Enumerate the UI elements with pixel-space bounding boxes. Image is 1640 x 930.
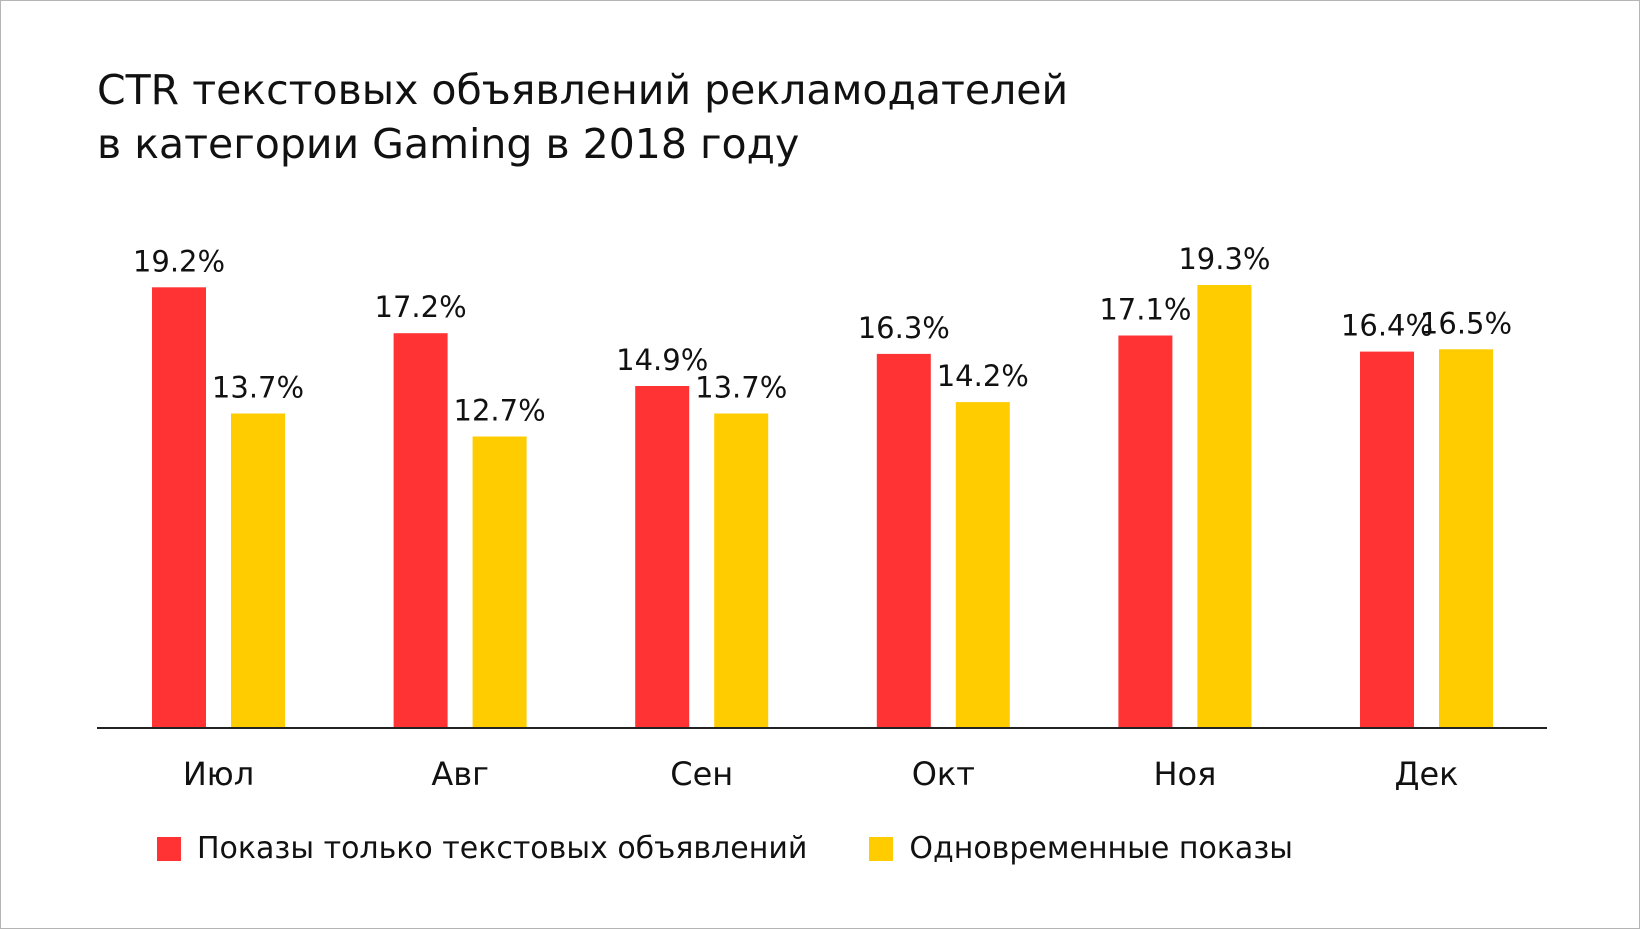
data-label-s2-3: 13.7% [695, 371, 787, 405]
x-tick-label-2: Авг [431, 755, 489, 793]
data-label-s2-1: 13.7% [212, 371, 304, 405]
data-label-s1-3: 14.9% [616, 343, 708, 377]
x-tick-label-4: Окт [912, 755, 975, 793]
bar-s2-1 [231, 413, 285, 728]
legend-label-series-1: Показы только текстовых объявлений [197, 831, 808, 866]
data-label-s1-5: 17.1% [1099, 293, 1191, 327]
legend-swatch-yellow [869, 836, 894, 861]
legend-label-series-2: Одновременные показы [909, 831, 1293, 866]
bar-s2-4 [955, 402, 1010, 728]
bar-s2-2 [472, 436, 527, 728]
x-tick-label-1: Июл [183, 755, 254, 793]
chart-title-line-2: в категории Gaming в 2018 году [97, 120, 800, 168]
data-label-s1-4: 16.3% [858, 311, 950, 345]
data-label-s2-6: 16.5% [1420, 306, 1512, 340]
x-tick-label-6: Дек [1394, 755, 1458, 793]
legend-item-series-1: Показы только текстовых объявлений [157, 831, 807, 866]
legend: Показы только текстовых объявлений Однов… [157, 831, 1293, 866]
bar-s2-3 [714, 413, 769, 728]
bar-s2-6 [1439, 349, 1493, 728]
legend-swatch-red [157, 836, 181, 861]
data-label-s2-5: 19.3% [1178, 242, 1270, 276]
bar-s1-5 [1118, 335, 1173, 728]
bar-s1-3 [635, 386, 690, 728]
data-label-s1-6: 16.4% [1341, 309, 1433, 343]
bar-s1-1 [152, 287, 206, 728]
bar-s1-4 [876, 353, 931, 728]
bar-s1-2 [393, 333, 448, 728]
chart-title-line-1: CTR текстовых объявлений рекламодателей [97, 66, 1069, 114]
data-label-s2-4: 14.2% [937, 359, 1029, 393]
bar-s1-6 [1360, 351, 1414, 728]
x-tick-label-5: Ноя [1153, 755, 1216, 793]
data-label-s1-2: 17.2% [375, 290, 467, 324]
bar-s2-5 [1197, 285, 1252, 728]
chart-title: CTR текстовых объявлений рекламодателей … [97, 63, 1068, 171]
data-label-s1-1: 19.2% [133, 244, 225, 278]
x-tick-label-3: Сен [670, 755, 733, 793]
data-label-s2-2: 12.7% [454, 394, 546, 428]
legend-item-series-2: Одновременные показы [869, 831, 1293, 866]
